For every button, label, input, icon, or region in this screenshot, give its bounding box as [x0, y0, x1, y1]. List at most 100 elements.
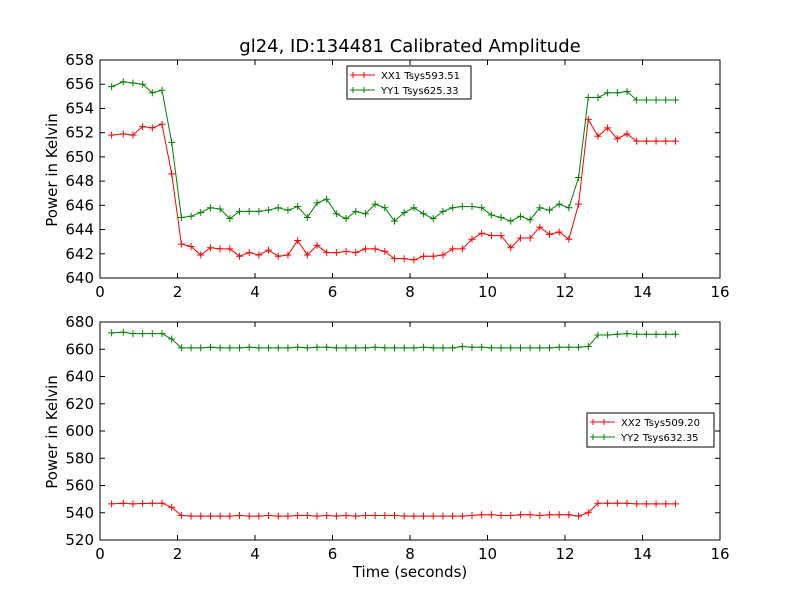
- x-tick-label: 12: [555, 545, 574, 563]
- data-point: [274, 512, 282, 520]
- data-point: [274, 252, 282, 260]
- data-point: [361, 245, 369, 253]
- data-point: [274, 204, 282, 212]
- data-point: [342, 247, 350, 255]
- y-tick-label: 654: [65, 99, 94, 117]
- data-point: [226, 245, 234, 253]
- data-point: [565, 343, 573, 351]
- x-tick-label: 6: [328, 283, 338, 301]
- data-point: [255, 207, 263, 215]
- data-point: [439, 207, 447, 215]
- data-point: [313, 241, 321, 249]
- data-point: [148, 330, 156, 338]
- data-point: [400, 209, 408, 217]
- data-point: [536, 344, 544, 352]
- data-point: [410, 256, 418, 264]
- data-point: [604, 89, 612, 97]
- data-point: [129, 79, 137, 87]
- y-tick-label: 620: [65, 395, 94, 413]
- x-tick-label: 8: [405, 545, 415, 563]
- data-point: [236, 207, 243, 215]
- data-point: [391, 255, 398, 263]
- data-point: [555, 343, 563, 351]
- data-point: [206, 244, 214, 252]
- data-point: [381, 511, 389, 519]
- data-point: [216, 512, 224, 520]
- data-point: [652, 330, 660, 338]
- data-point: [108, 131, 116, 139]
- data-point: [429, 252, 437, 260]
- legend-label: YY1 Tsys625.33: [380, 86, 459, 97]
- data-point: [236, 252, 243, 260]
- data-point: [604, 331, 612, 339]
- data-point: [158, 499, 166, 507]
- data-point: [119, 78, 127, 86]
- data-point: [352, 249, 360, 257]
- data-point: [584, 94, 592, 102]
- data-point: [594, 94, 602, 102]
- data-point: [187, 243, 195, 251]
- x-tick-label: 12: [555, 283, 574, 301]
- y-tick-label: 656: [65, 75, 94, 93]
- data-point: [458, 512, 466, 520]
- data-point: [536, 204, 544, 212]
- data-point: [497, 232, 505, 240]
- data-point: [420, 512, 428, 520]
- data-point: [613, 135, 621, 143]
- x-tick-label: 10: [478, 283, 497, 301]
- data-point: [226, 344, 234, 352]
- data-point: [206, 512, 214, 520]
- data-point: [391, 511, 398, 519]
- y-tick-label: 648: [65, 172, 94, 190]
- y-tick-label: 646: [65, 196, 94, 214]
- legend-marker: [590, 419, 596, 425]
- data-point: [526, 216, 534, 224]
- data-point: [352, 207, 360, 215]
- data-point: [487, 232, 495, 240]
- data-point: [119, 499, 127, 507]
- data-point: [168, 138, 176, 146]
- data-point: [604, 499, 612, 507]
- data-point: [177, 344, 185, 352]
- data-point: [158, 330, 166, 338]
- data-point: [265, 344, 273, 352]
- data-point: [158, 86, 166, 94]
- data-point: [255, 344, 263, 352]
- data-point: [439, 251, 447, 259]
- data-point: [487, 511, 495, 519]
- legend: XX1 Tsys593.51 YY1 Tsys625.33: [346, 65, 472, 100]
- data-point: [642, 96, 650, 104]
- data-point: [313, 512, 321, 520]
- data-point: [139, 123, 147, 131]
- data-point: [177, 511, 185, 519]
- data-point: [546, 206, 553, 214]
- data-point: [449, 344, 457, 352]
- data-point: [507, 344, 515, 352]
- y-tick-label: 652: [65, 124, 94, 142]
- x-tick-label: 6: [328, 545, 338, 563]
- x-tick-label: 2: [173, 545, 183, 563]
- legend-marker: [590, 434, 596, 440]
- data-point: [177, 213, 185, 221]
- data-point: [303, 213, 311, 221]
- data-point: [342, 511, 350, 519]
- data-point: [507, 244, 515, 252]
- legend-marker: [601, 419, 607, 425]
- x-tick-label: 14: [633, 283, 652, 301]
- x-tick-label: 0: [95, 283, 105, 301]
- data-point: [410, 512, 418, 520]
- data-point: [255, 512, 263, 520]
- data-point: [507, 511, 515, 519]
- data-point: [575, 512, 583, 520]
- data-point: [594, 499, 602, 507]
- data-point: [226, 215, 234, 223]
- legend-marker: [601, 434, 607, 440]
- data-point: [671, 96, 679, 104]
- data-point: [265, 511, 273, 519]
- data-point: [284, 206, 292, 214]
- data-point: [361, 210, 369, 218]
- data-point: [236, 511, 243, 519]
- data-point: [400, 344, 408, 352]
- data-point: [526, 234, 534, 242]
- y-tick-label: 642: [65, 245, 94, 263]
